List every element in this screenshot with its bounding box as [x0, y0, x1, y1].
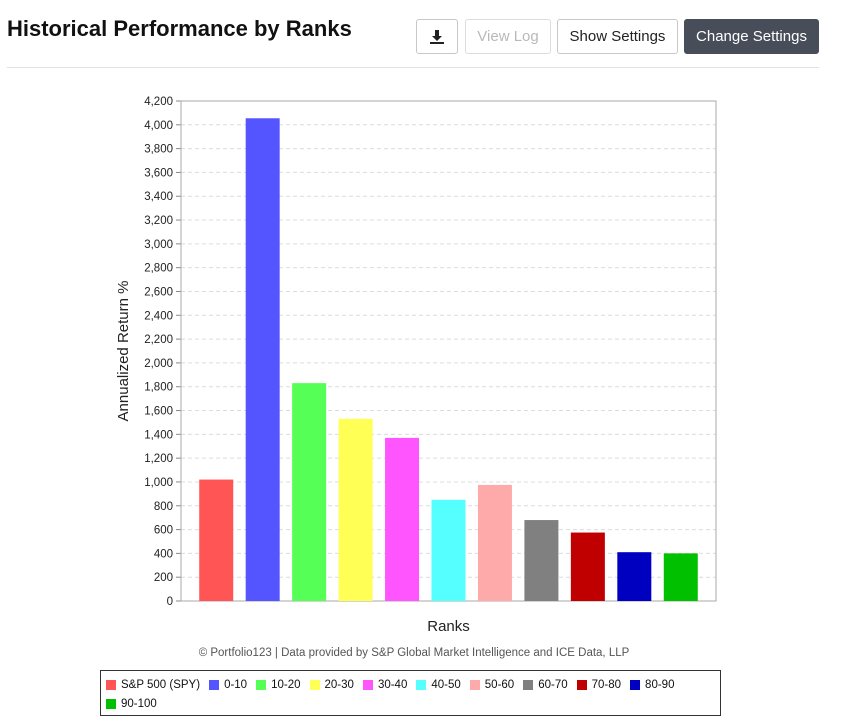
y-tick-label: 2,000 — [144, 358, 173, 370]
legend-swatch — [362, 679, 373, 690]
y-tick-label: 1,600 — [144, 406, 173, 418]
chart-legend: S&P 500 (SPY) 0-10 10-20 20-30 30-40 40-50 50-… — [100, 670, 721, 716]
legend-swatch — [209, 679, 220, 690]
legend-swatch — [309, 679, 320, 690]
legend-item: 50-60 — [469, 675, 515, 694]
y-tick-label: 2,600 — [144, 286, 173, 298]
legend-label: 30-40 — [377, 678, 408, 691]
legend-item: 30-40 — [362, 675, 408, 694]
download-button[interactable] — [416, 19, 458, 54]
bar-60-70 — [524, 520, 559, 601]
legend-label: 0-10 — [224, 678, 248, 691]
y-tick-label: 1,000 — [144, 477, 173, 489]
y-tick-label: 200 — [154, 572, 173, 584]
bar-0-10 — [245, 118, 280, 601]
bar-80-90 — [617, 552, 652, 601]
y-tick-label: 600 — [154, 525, 173, 537]
y-tick-label: 2,800 — [144, 263, 173, 275]
legend-label: 20-30 — [324, 678, 354, 691]
legend-label: 60-70 — [538, 678, 568, 691]
y-tick-label: 3,400 — [144, 191, 173, 203]
show-settings-button[interactable]: Show Settings — [557, 19, 678, 54]
legend-swatch — [630, 679, 641, 690]
legend-item: 70-80 — [576, 675, 622, 694]
legend-item: 80-90 — [630, 675, 674, 694]
legend-item: 60-70 — [523, 675, 568, 694]
y-axis-label: Annualized Return % — [115, 281, 132, 422]
legend-item: 20-30 — [309, 675, 354, 694]
bar-20-30 — [338, 418, 373, 601]
bar-90-100 — [663, 553, 698, 601]
view-log-button[interactable]: View Log — [465, 19, 551, 54]
legend-label: 10-20 — [271, 678, 301, 691]
bar-s-p-500-spy- — [199, 479, 234, 601]
legend-item: 90-100 — [106, 694, 157, 713]
y-tick-label: 3,000 — [144, 239, 173, 251]
legend-label: S&P 500 (SPY) — [121, 678, 201, 691]
legend-swatch — [106, 698, 116, 709]
y-tick-label: 0 — [167, 596, 173, 608]
y-tick-label: 2,200 — [144, 334, 173, 346]
bar-50-60 — [477, 484, 512, 601]
legend-item: 0-10 — [209, 675, 247, 694]
bar-40-50 — [431, 499, 466, 601]
legend-label: 90-100 — [121, 697, 157, 710]
chart-credit: © Portfolio123 | Data provided by S&P Gl… — [198, 647, 630, 659]
change-settings-button[interactable]: Change Settings — [684, 19, 819, 54]
y-tick-label: 2,400 — [144, 310, 173, 322]
bar-70-80 — [570, 532, 605, 601]
legend-swatch — [416, 679, 427, 690]
legend-label: 40-50 — [431, 678, 461, 691]
y-tick-label: 1,200 — [144, 453, 173, 465]
bar-10-20 — [292, 383, 327, 601]
bar-chart: 0 200 400 600 800 1,000 1,200 1,400 1,600 1,800 2,… — [115, 96, 717, 635]
legend-label: 80-90 — [645, 678, 675, 691]
legend-swatch — [256, 679, 267, 690]
legend-swatch — [523, 679, 534, 690]
legend-swatch — [576, 679, 587, 690]
legend-swatch — [106, 679, 116, 690]
y-tick-label: 3,800 — [144, 144, 173, 156]
divider — [7, 67, 819, 68]
legend-swatch — [469, 679, 480, 690]
x-axis-label: Ranks — [427, 618, 470, 635]
legend-item: 40-50 — [416, 675, 461, 694]
y-tick-label: 3,600 — [144, 167, 173, 179]
bar-30-40 — [385, 437, 420, 601]
legend-label: 50-60 — [484, 678, 515, 691]
legend-item: S&P 500 (SPY) — [106, 675, 200, 694]
y-tick-label: 1,800 — [144, 382, 173, 394]
page-title: Historical Performance by Ranks — [7, 16, 352, 41]
download-icon — [430, 29, 444, 44]
legend-label: 70-80 — [591, 678, 622, 691]
legend-item: 10-20 — [256, 675, 301, 694]
y-tick-label: 1,400 — [144, 429, 173, 441]
y-tick-label: 4,000 — [144, 120, 173, 132]
y-tick-label: 400 — [154, 548, 173, 560]
y-tick-label: 800 — [154, 501, 173, 513]
y-tick-label: 4,200 — [144, 96, 173, 108]
y-tick-label: 3,200 — [144, 215, 173, 227]
